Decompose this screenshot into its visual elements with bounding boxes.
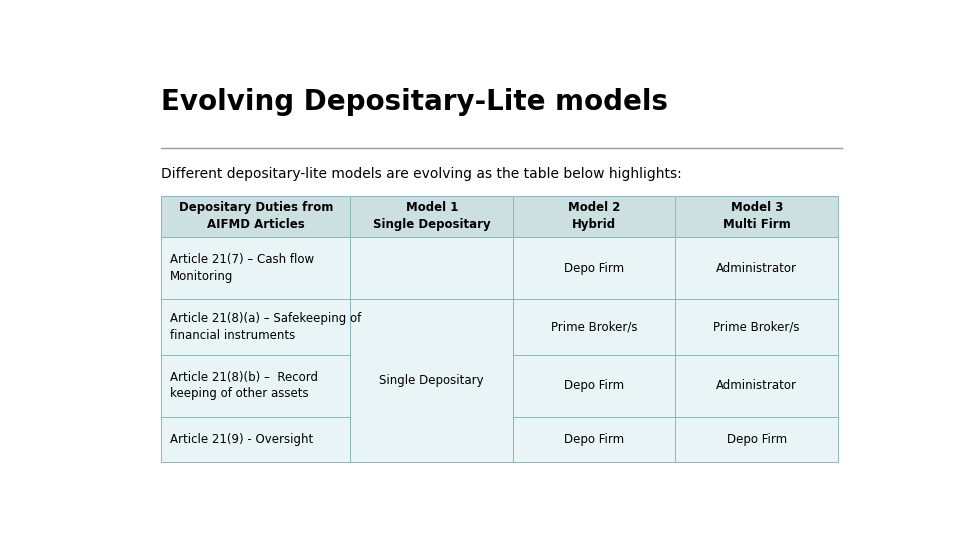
Text: Model 2
Hybrid: Model 2 Hybrid <box>568 201 620 232</box>
Bar <box>676 237 838 299</box>
Text: Depo Firm: Depo Firm <box>564 262 624 275</box>
Bar <box>161 196 350 237</box>
Bar <box>350 237 513 299</box>
Text: Article 21(9) - Oversight: Article 21(9) - Oversight <box>170 433 313 446</box>
Bar <box>161 417 350 462</box>
Bar <box>513 237 676 299</box>
Bar <box>513 299 676 355</box>
Bar <box>350 196 513 237</box>
Text: Different depositary-lite models are evolving as the table below highlights:: Different depositary-lite models are evo… <box>161 167 682 181</box>
Bar <box>676 299 838 355</box>
Text: Depo Firm: Depo Firm <box>564 379 624 392</box>
Bar <box>676 355 838 417</box>
Text: Article 21(7) – Cash flow
Monitoring: Article 21(7) – Cash flow Monitoring <box>170 253 314 283</box>
Bar <box>161 299 350 355</box>
Bar <box>513 196 676 237</box>
Text: Administrator: Administrator <box>716 262 797 275</box>
Text: Article 21(8)(b) –  Record
keeping of other assets: Article 21(8)(b) – Record keeping of oth… <box>170 371 318 401</box>
Bar <box>513 355 676 417</box>
Bar <box>350 299 513 462</box>
Bar <box>513 417 676 462</box>
Text: Prime Broker/s: Prime Broker/s <box>713 320 800 334</box>
Text: Model 3
Multi Firm: Model 3 Multi Firm <box>723 201 791 232</box>
Text: Depo Firm: Depo Firm <box>564 433 624 446</box>
Text: Prime Broker/s: Prime Broker/s <box>551 320 637 334</box>
Bar <box>676 196 838 237</box>
Bar <box>161 237 350 299</box>
Text: Administrator: Administrator <box>716 379 797 392</box>
Bar <box>676 417 838 462</box>
Text: Evolving Depositary-Lite models: Evolving Depositary-Lite models <box>161 87 668 116</box>
Bar <box>161 355 350 417</box>
Text: Depositary Duties from
AIFMD Articles: Depositary Duties from AIFMD Articles <box>179 201 333 232</box>
Text: Model 1
Single Depositary: Model 1 Single Depositary <box>372 201 491 232</box>
Text: Depo Firm: Depo Firm <box>727 433 787 446</box>
Text: Article 21(8)(a) – Safekeeping of
financial instruments: Article 21(8)(a) – Safekeeping of financ… <box>170 312 361 342</box>
Text: Single Depositary: Single Depositary <box>379 374 484 387</box>
